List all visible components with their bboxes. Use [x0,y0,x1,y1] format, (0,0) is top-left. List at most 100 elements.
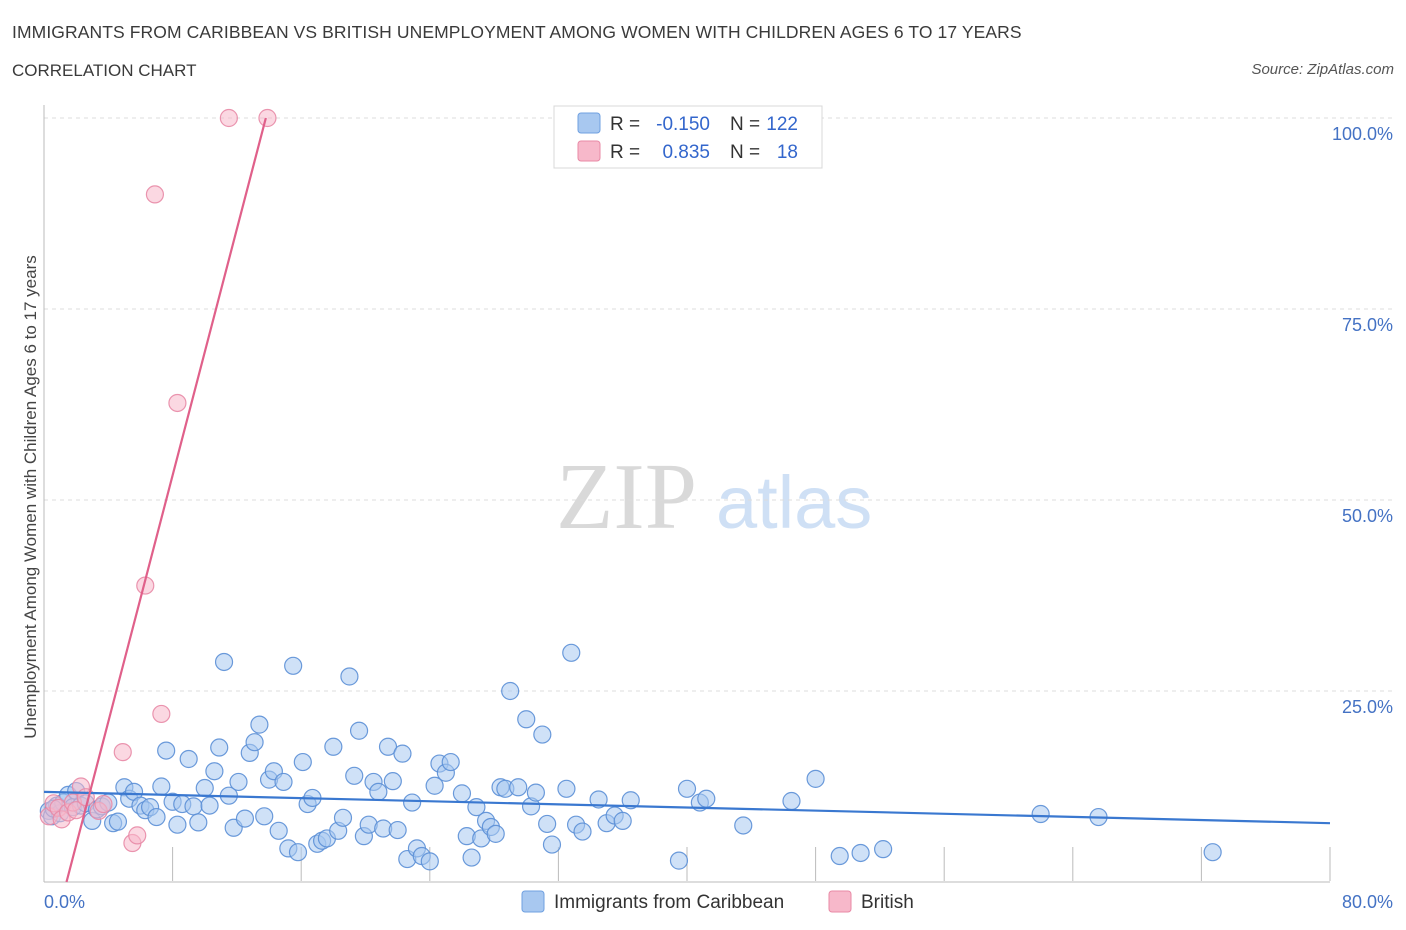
caribbean-point [403,793,422,812]
caribbean-point [189,813,208,832]
caribbean-point [782,791,801,811]
caribbean-point [369,782,388,801]
caribbean-point [420,852,439,871]
y-axis-label: Unemployment Among Women with Children A… [21,255,40,739]
chart-title: IMMIGRANTS FROM CARIBBEAN VS BRITISH UNE… [12,22,1022,42]
british-point [94,794,113,814]
caribbean-point [509,778,528,797]
correlation-legend: R = -0.150 N = 122 R = 0.835 N = 18 [553,105,823,169]
caribbean-point [452,784,472,803]
legend-r-label-caribbean: R = [610,114,640,135]
caribbean-point [274,772,293,792]
caribbean-point [517,710,536,729]
british-point [113,743,132,762]
caribbean-point [538,814,557,834]
y-tick-label: 50.0% [1342,506,1393,526]
caribbean-point [108,812,128,831]
caribbean-point [677,779,697,798]
caribbean-point [1203,843,1222,862]
caribbean-point [269,821,288,840]
british-point [219,108,238,128]
caribbean-point [441,752,460,772]
caribbean-point [542,835,562,854]
caribbean-point [205,762,224,781]
caribbean-point [1031,804,1050,824]
y-tick-labels: 25.0% 50.0% 75.0% 100.0% [1332,124,1393,717]
caribbean-point [250,715,269,734]
x-tick-label-max: 80.0% [1342,892,1393,912]
british-point [168,393,187,413]
caribbean-point [349,721,369,740]
caribbean-point [557,779,576,798]
chart-subtitle: CORRELATION CHART [12,61,197,80]
bottom-legend-label-caribbean: Immigrants from Caribbean [554,892,784,913]
british-trend-line [65,117,267,883]
british-point [258,108,277,128]
caribbean-point [851,843,870,863]
x-tick-label-min: 0.0% [44,892,85,912]
caribbean-point [669,851,689,870]
caribbean-point [152,777,171,796]
caribbean-point [147,807,166,827]
caribbean-point [589,790,608,809]
british-point [76,788,95,807]
caribbean-point [245,733,264,752]
legend-r-value-caribbean: -0.150 [656,114,710,135]
caribbean-point [324,737,343,756]
british-point [128,826,147,845]
caribbean-point [874,840,893,859]
legend-swatch-british [577,140,601,162]
caribbean-point [284,656,303,675]
caribbean-point [235,809,255,828]
caribbean-point [613,811,632,830]
watermark-atlas: atlas [716,461,872,544]
watermark-zip: ZIP [556,445,697,549]
legend-n-label-caribbean: N = [730,114,760,135]
caribbean-point [388,820,407,840]
british-point [152,704,171,724]
caribbean-point [168,815,187,834]
caribbean-point [486,824,505,843]
caribbean-point [293,752,312,772]
caribbean-point [501,681,520,701]
y-tick-label: 75.0% [1342,315,1393,335]
bottom-legend-label-british: British [861,892,914,913]
y-tick-label: 100.0% [1332,124,1393,144]
bottom-legend-swatch-caribbean [521,890,545,913]
caribbean-point [425,776,444,795]
caribbean-point [157,741,176,760]
caribbean-point [383,772,402,791]
caribbean-trend-line [43,790,1331,825]
legend-n-label-british: N = [730,142,760,163]
caribbean-point [573,822,592,841]
data-points [39,108,1222,871]
british-point [145,185,165,204]
legend-r-label-british: R = [610,142,640,163]
legend-n-value-british: 18 [777,142,798,163]
caribbean-point [806,769,825,788]
series-legend: Immigrants from Caribbean British [521,890,914,913]
caribbean-point [200,796,219,815]
caribbean-point [179,749,198,769]
grid-lines [44,117,1393,692]
caribbean-point [621,791,640,810]
caribbean-point [345,766,364,785]
caribbean-point [184,797,203,816]
caribbean-point [562,643,581,662]
caribbean-point [214,652,234,672]
caribbean-point [210,738,229,757]
caribbean-point [288,843,308,862]
caribbean-point [526,783,545,802]
caribbean-point [229,772,248,792]
caribbean-point [340,667,359,686]
source-label: Source: ZipAtlas.com [1251,61,1394,78]
caribbean-point [533,725,552,744]
legend-n-value-caribbean: 122 [766,114,798,135]
caribbean-point [697,789,716,808]
bottom-legend-swatch-british [828,890,852,913]
legend-r-value-british: 0.835 [662,142,710,163]
trend-lines [43,117,1331,883]
legend-swatch-caribbean [577,112,601,134]
caribbean-point [734,816,753,835]
